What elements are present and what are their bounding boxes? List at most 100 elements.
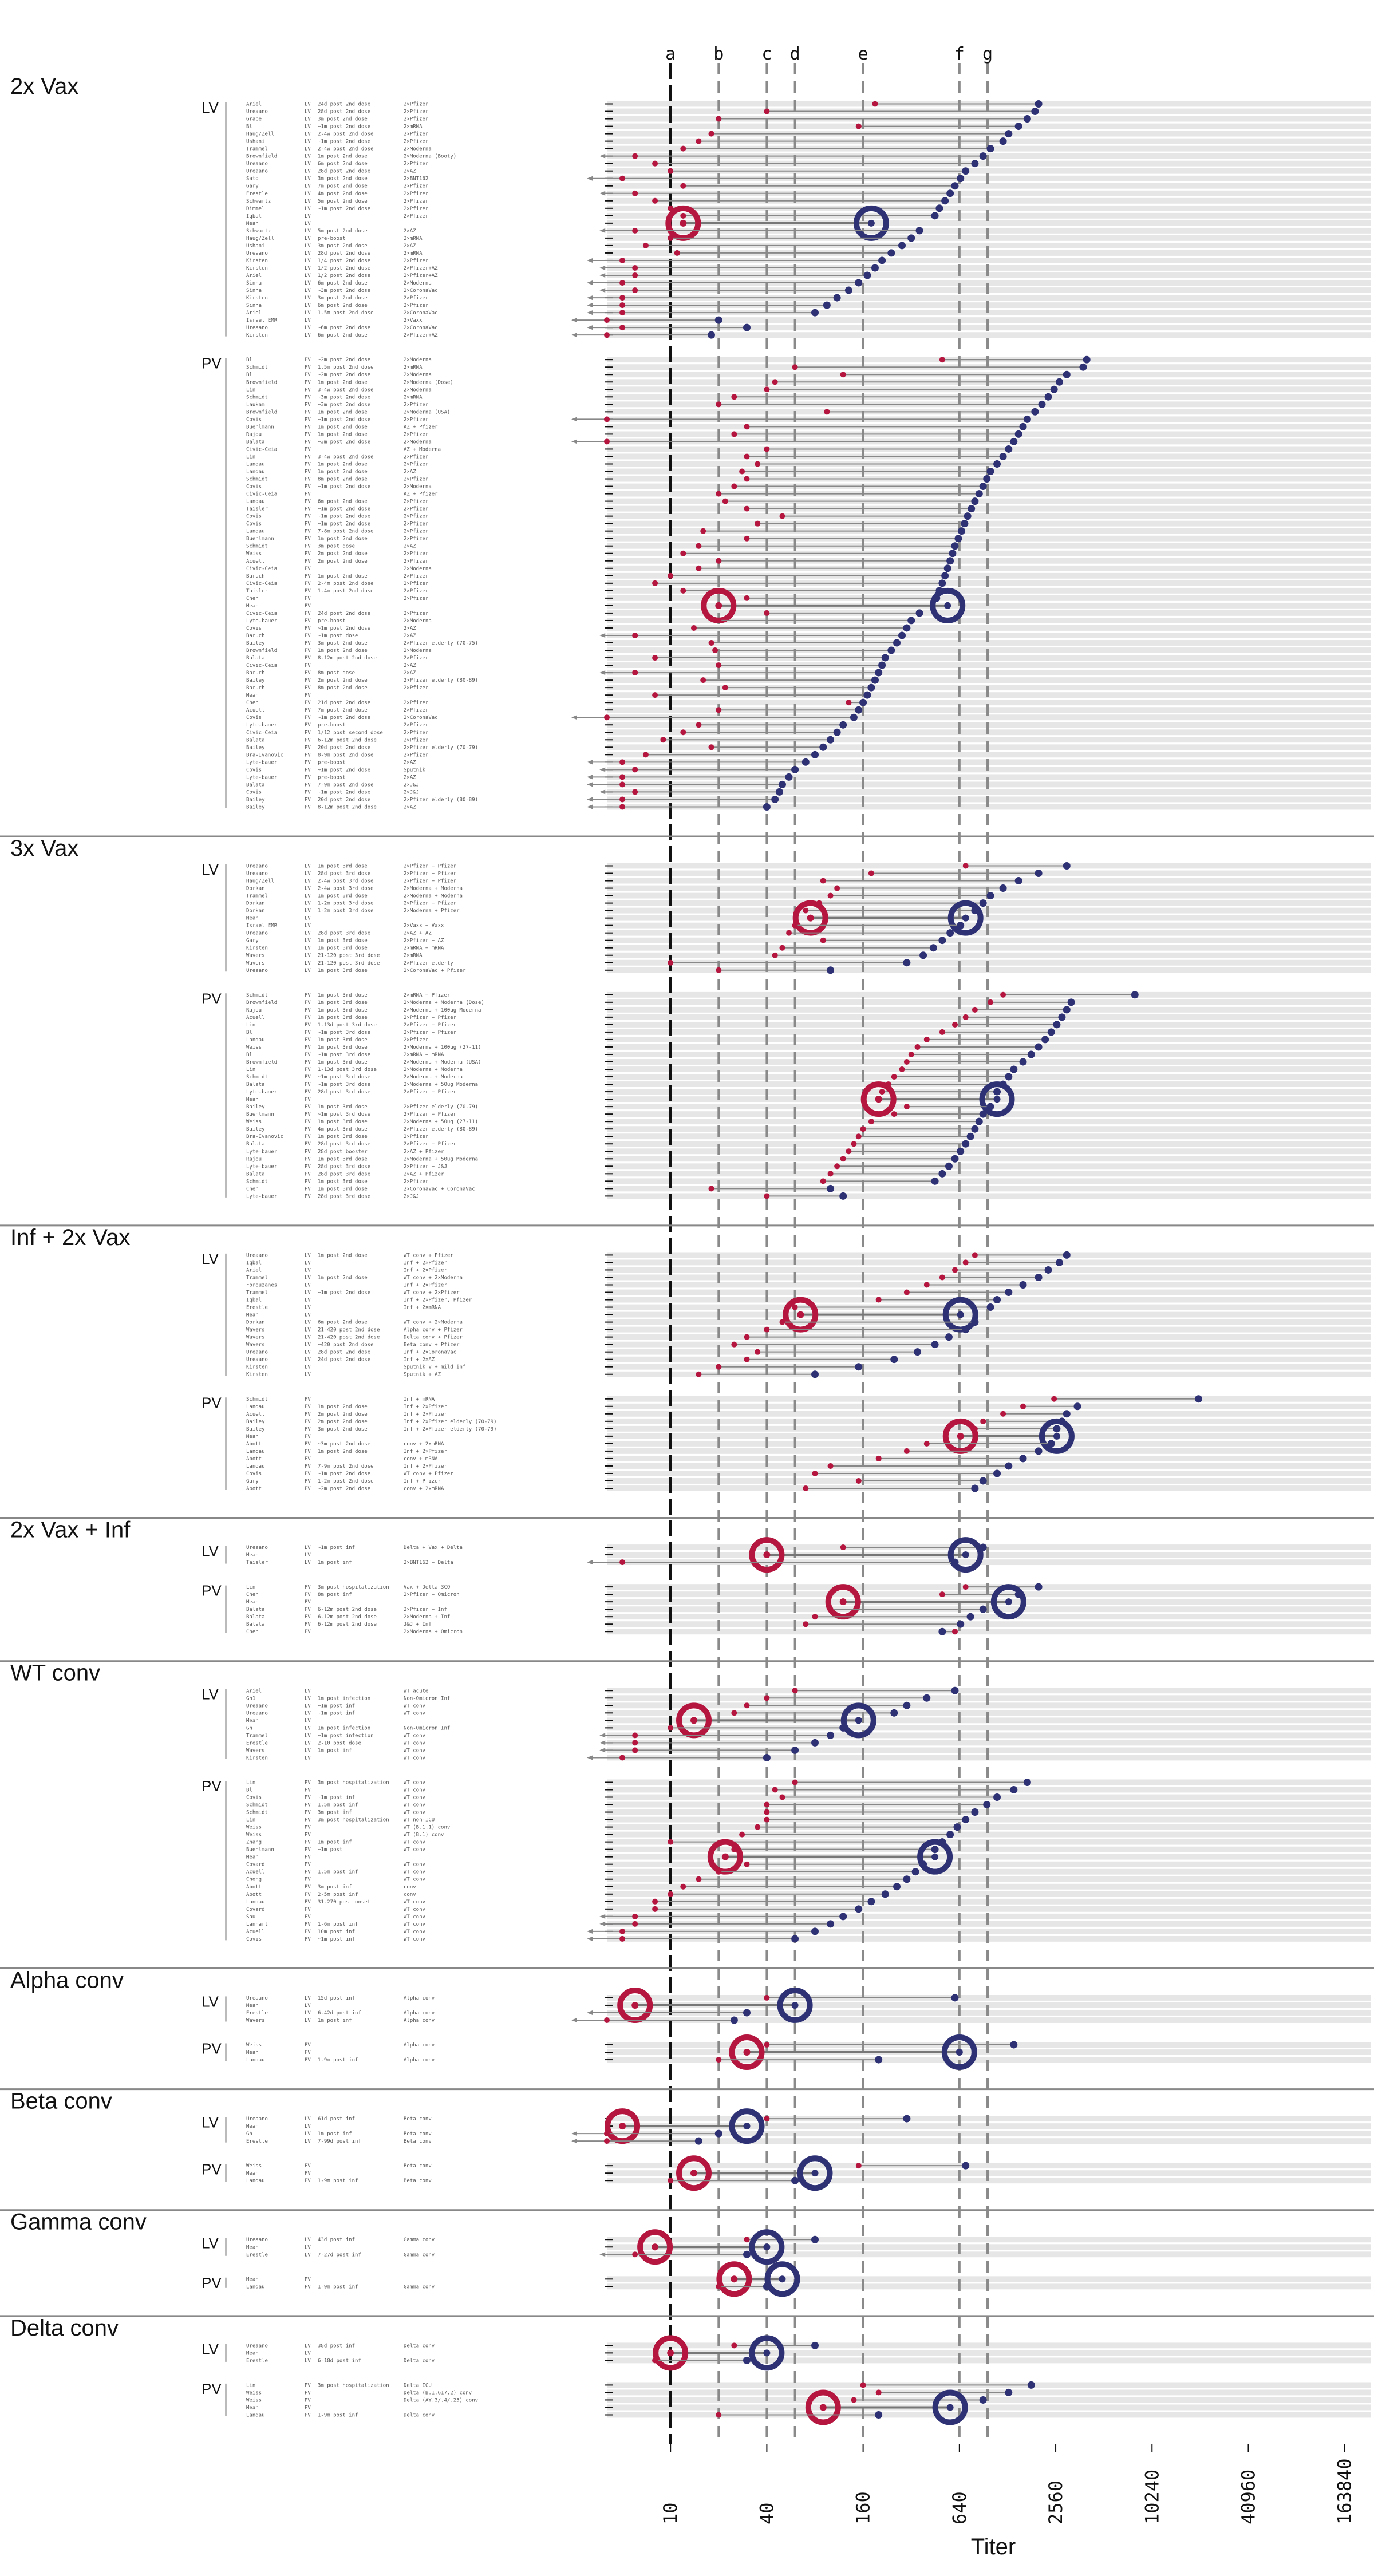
row-text-study: Haug/Zell [246,236,274,242]
lv-point [744,1861,750,1867]
lv-point [632,1747,638,1753]
pv-point [1014,123,1022,131]
lv-point [764,1994,770,2001]
row-text-study: Erestle [246,1740,268,1746]
lv-point [604,2138,610,2144]
pv-point [859,698,867,706]
row-text-regimen: 2×Pfizer+AZ [404,333,438,338]
pv-point [931,1341,939,1349]
row-text-timing: 61d post inf [318,2116,355,2122]
group-title: Gamma conv [10,2210,147,2235]
row-text-timing: 3-4w post 2nd dose [318,387,374,393]
row-text-type: PV [305,461,311,467]
row-text-type: PV [305,477,311,483]
lv-point [779,1794,785,1800]
row-text-regimen: Gamma conv [404,2237,435,2243]
row-text-type: LV [305,1260,311,1266]
pv-point [999,137,1007,145]
lv-point [772,379,778,385]
lv-point [764,1801,770,1808]
row-text-timing: 2-4m post 2nd dose [318,581,374,587]
row-text-type: PV [305,1156,311,1162]
lv-point [708,131,714,137]
row-text-type: LV [305,1688,311,1694]
row-text-study: Landau [246,1464,265,1469]
lv-point [908,1051,914,1057]
lv-point [772,952,778,958]
lv-point [632,153,638,159]
row-text-study: Schmidt [246,1810,268,1816]
pv-point [1035,1583,1043,1591]
row-text-timing: ~1m post 2nd dose [318,139,370,145]
pv-point [946,1831,954,1839]
row-text-regimen: Inf + 2×Pfizer [404,1412,447,1417]
row-text-type: PV [305,1780,311,1785]
pv-point [776,788,784,796]
row-text-study: Forouzanes [246,1282,277,1288]
row-band [607,804,1371,810]
mean-lv-ring [729,2034,765,2071]
row-text-timing: 28d post 2nd dose [318,109,370,115]
row-text-regimen: 2×Pfizer [404,117,429,123]
row-text-regimen: 2×Moderna + Omicron [404,1629,463,1635]
lv-point [891,1074,897,1080]
row-band [607,1928,1371,1934]
row-text-regimen: 2×Moderna + 50ug Moderna [404,1082,478,1088]
row-text-study: Balata [246,655,265,661]
lv-point [744,505,750,512]
row-text-timing: 7-99d post inf [318,2139,361,2144]
row-text-regimen: 2×Pfizer elderly (70-79) [404,745,478,750]
row-text-timing: ~1m post 2nd dose [318,514,370,520]
row-text-timing: 43d post inf [318,2237,355,2243]
lv-point [652,692,658,698]
lv-point [619,781,626,788]
lv-point [914,1044,921,1050]
row-text-type: PV [305,1599,311,1605]
row-text-type: PV [305,1000,311,1006]
row-text-study: Baruch [246,670,265,676]
row-text-study: Schwartz [246,199,271,204]
row-text-regimen: 2×Pfizer [404,102,429,108]
row-text-regimen: 2×Pfizer + Inf [404,1607,447,1613]
row-text-type: PV [305,469,311,475]
row-text-study: Iqbal [246,1260,262,1266]
group-title: Inf + 2x Vax [10,1225,130,1250]
row-text-type: LV [305,147,311,152]
row-text-regimen: WT conv [404,1780,425,1785]
row-text-type: PV [305,1607,311,1613]
row-text-regimen: 2×CoronaVac [404,288,438,294]
lv-point [755,520,761,527]
row-text-regimen: AZ + Moderna [404,447,441,452]
row-text-type: PV [305,380,311,385]
row-text-timing: 1m post 3rd dose [318,938,368,944]
pv-point [878,661,886,669]
pv-point [1010,2041,1018,2049]
mean-pv-ring [932,2389,968,2425]
row-text-timing: 20d post 2nd dose [318,797,370,803]
row-text-study: Lin [246,454,255,460]
row-text-timing: ~1m post 2nd dose [318,1471,370,1477]
row-text-study: Bailey [246,641,265,646]
pv-point [819,743,827,751]
lv-point [660,737,666,743]
row-band [607,302,1371,309]
lv-point [716,967,722,973]
lv-point [632,227,638,234]
lv-point [840,1156,846,1162]
row-text-study: Mean [246,1434,259,1440]
row-text-regimen: WT conv [404,1803,425,1808]
pv-point [968,505,976,513]
row-text-timing: 28d post booster [318,1149,368,1155]
row-band [607,2404,1371,2411]
row-text-type: PV [305,372,311,378]
group-title: 2x Vax [10,74,78,99]
row-band [607,587,1371,594]
row-text-study: Iqbal [246,1298,262,1303]
row-text-type: PV [305,1419,311,1425]
row-text-regimen: Alpha conv [404,1996,435,2001]
row-text-timing: 1m post 2nd dose [318,1275,368,1281]
pv-point [951,1155,959,1163]
lv-point [632,1732,638,1739]
row-text-timing: 3m post hospitalization [318,1780,389,1785]
